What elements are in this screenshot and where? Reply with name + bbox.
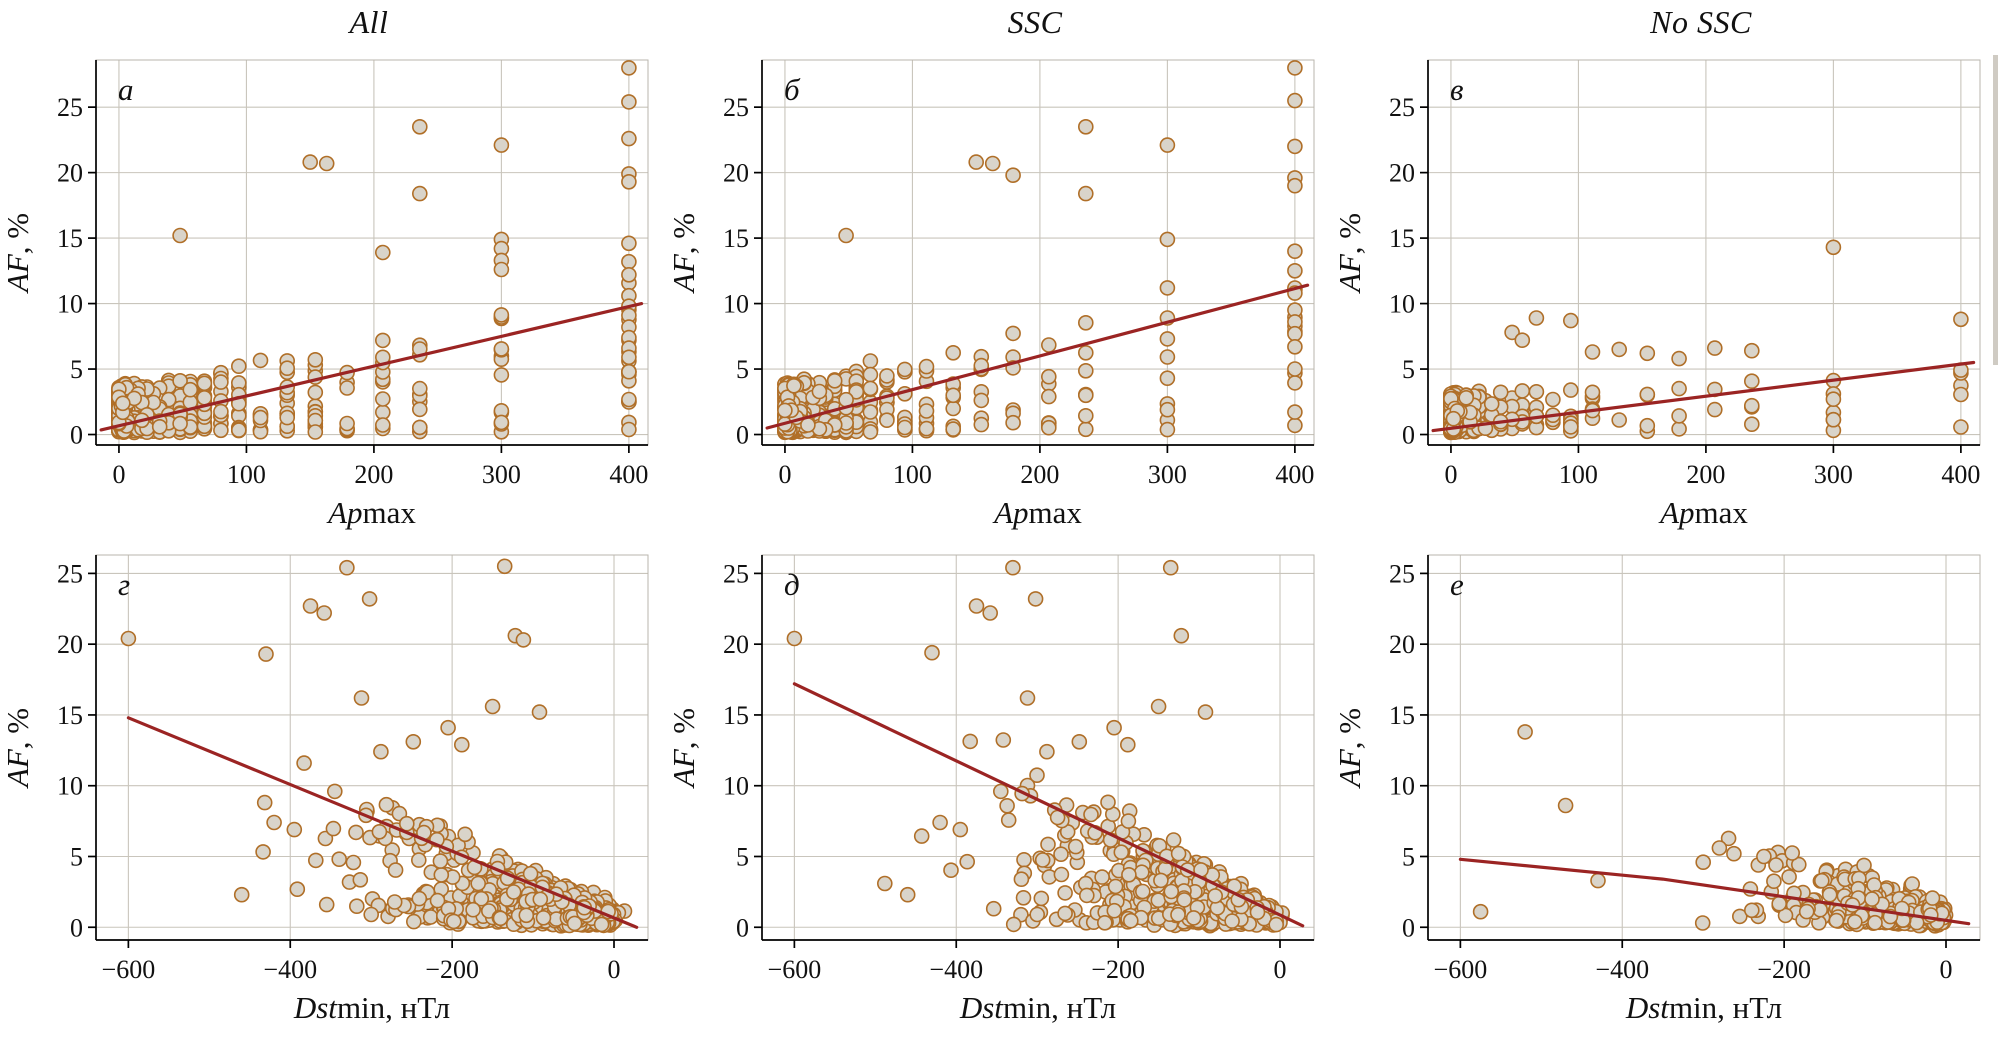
svg-text:10: 10 <box>57 290 83 319</box>
svg-text:20: 20 <box>723 159 749 188</box>
svg-text:20: 20 <box>57 630 83 659</box>
svg-text:−400: −400 <box>263 955 317 984</box>
svg-text:е: е <box>1450 567 1464 602</box>
svg-text:0: 0 <box>112 460 125 489</box>
svg-text:AF, %: AF, % <box>0 708 35 789</box>
svg-text:0: 0 <box>1402 421 1415 450</box>
svg-text:5: 5 <box>1402 355 1415 384</box>
svg-text:15: 15 <box>723 224 749 253</box>
svg-text:10: 10 <box>723 290 749 319</box>
svg-text:300: 300 <box>482 460 521 489</box>
svg-text:Dstmin, нТл: Dstmin, нТл <box>293 990 450 1025</box>
svg-text:5: 5 <box>70 842 83 871</box>
svg-text:д: д <box>784 567 800 602</box>
svg-text:100: 100 <box>1559 460 1598 489</box>
panel-v-scatter-apmax-nossc: 0 100 200 300 400 0 5 10 15 20 25 Apmax AF, % в <box>1332 59 1981 530</box>
svg-text:5: 5 <box>736 355 749 384</box>
svg-text:−600: −600 <box>768 955 822 984</box>
svg-text:AF, %: AF, % <box>666 213 701 294</box>
svg-text:10: 10 <box>723 772 749 801</box>
svg-text:−200: −200 <box>1091 955 1145 984</box>
svg-text:15: 15 <box>57 224 83 253</box>
svg-text:0: 0 <box>608 955 621 984</box>
svg-text:б: б <box>784 72 801 107</box>
svg-text:100: 100 <box>893 460 932 489</box>
svg-text:а: а <box>118 72 134 107</box>
svg-text:0: 0 <box>1402 913 1415 942</box>
svg-text:в: в <box>1450 72 1463 107</box>
svg-text:Dstmin, нТл: Dstmin, нТл <box>1625 990 1782 1025</box>
right-edge-crop-artifact <box>1993 55 1998 365</box>
panel-a-scatter-apmax-all: 0 100 200 300 400 0 5 10 15 20 25 Apmax AF, % а <box>0 59 649 530</box>
svg-text:AF, %: AF, % <box>0 213 35 294</box>
svg-text:20: 20 <box>1389 630 1415 659</box>
svg-text:10: 10 <box>1389 290 1415 319</box>
svg-text:Apmax: Apmax <box>992 495 1082 530</box>
svg-text:0: 0 <box>1274 955 1287 984</box>
svg-text:25: 25 <box>57 93 83 122</box>
panels-grid: 0 100 200 300 400 0 5 10 15 20 25 Apmax AF, % а 0 100 2… <box>0 44 1998 1034</box>
svg-text:−200: −200 <box>1757 955 1811 984</box>
svg-text:AF, %: AF, % <box>1332 213 1367 294</box>
panel-b-scatter-apmax-ssc: 0 100 200 300 400 0 5 10 15 20 25 Apmax AF, % б <box>666 59 1315 530</box>
svg-text:−400: −400 <box>1595 955 1649 984</box>
svg-text:0: 0 <box>736 913 749 942</box>
column-title-ssc: SSC <box>1007 3 1063 40</box>
column-titles: All SSC No SSC <box>0 0 1998 44</box>
svg-text:AF, %: AF, % <box>1332 708 1367 789</box>
svg-text:400: 400 <box>609 460 648 489</box>
svg-text:г: г <box>118 567 130 602</box>
svg-text:20: 20 <box>1389 159 1415 188</box>
svg-text:0: 0 <box>70 913 83 942</box>
svg-text:20: 20 <box>57 159 83 188</box>
svg-text:Apmax: Apmax <box>1658 495 1748 530</box>
panel-g-scatter-dstmin-all: −600 −400 −200 0 0 5 10 15 20 25 Dstmin, нТл AF, % г <box>0 554 649 1025</box>
svg-text:15: 15 <box>1389 701 1415 730</box>
svg-text:−600: −600 <box>1434 955 1488 984</box>
svg-text:5: 5 <box>736 842 749 871</box>
svg-text:15: 15 <box>1389 224 1415 253</box>
svg-text:AF, %: AF, % <box>666 708 701 789</box>
svg-text:25: 25 <box>1389 93 1415 122</box>
svg-text:0: 0 <box>736 421 749 450</box>
svg-text:−600: −600 <box>102 955 156 984</box>
panel-e-scatter-dstmin-nossc: −600 −400 −200 0 0 5 10 15 20 25 Dstmin, нТл AF, % е <box>1332 554 1981 1025</box>
svg-text:25: 25 <box>723 93 749 122</box>
svg-text:100: 100 <box>227 460 266 489</box>
svg-text:25: 25 <box>723 559 749 588</box>
svg-text:Apmax: Apmax <box>326 495 416 530</box>
svg-text:−200: −200 <box>425 955 479 984</box>
column-title-no-ssc: No SSC <box>1650 3 1752 40</box>
svg-text:300: 300 <box>1148 460 1187 489</box>
svg-text:0: 0 <box>778 460 791 489</box>
svg-text:15: 15 <box>57 701 83 730</box>
svg-text:5: 5 <box>1402 842 1415 871</box>
svg-text:300: 300 <box>1814 460 1853 489</box>
svg-text:200: 200 <box>1686 460 1725 489</box>
svg-text:10: 10 <box>1389 772 1415 801</box>
panel-d-scatter-dstmin-ssc: −600 −400 −200 0 0 5 10 15 20 25 Dstmin, нТл AF, % д <box>666 554 1315 1025</box>
svg-text:5: 5 <box>70 355 83 384</box>
column-title-all: All <box>349 3 389 40</box>
svg-text:25: 25 <box>57 559 83 588</box>
svg-text:400: 400 <box>1941 460 1980 489</box>
svg-text:200: 200 <box>1020 460 1059 489</box>
svg-text:0: 0 <box>1444 460 1457 489</box>
svg-text:15: 15 <box>723 701 749 730</box>
svg-text:400: 400 <box>1275 460 1314 489</box>
svg-text:Dstmin, нТл: Dstmin, нТл <box>959 990 1116 1025</box>
svg-text:25: 25 <box>1389 559 1415 588</box>
svg-text:0: 0 <box>1940 955 1953 984</box>
svg-text:0: 0 <box>70 421 83 450</box>
svg-text:20: 20 <box>723 630 749 659</box>
svg-text:−400: −400 <box>929 955 983 984</box>
svg-text:200: 200 <box>354 460 393 489</box>
svg-text:10: 10 <box>57 772 83 801</box>
